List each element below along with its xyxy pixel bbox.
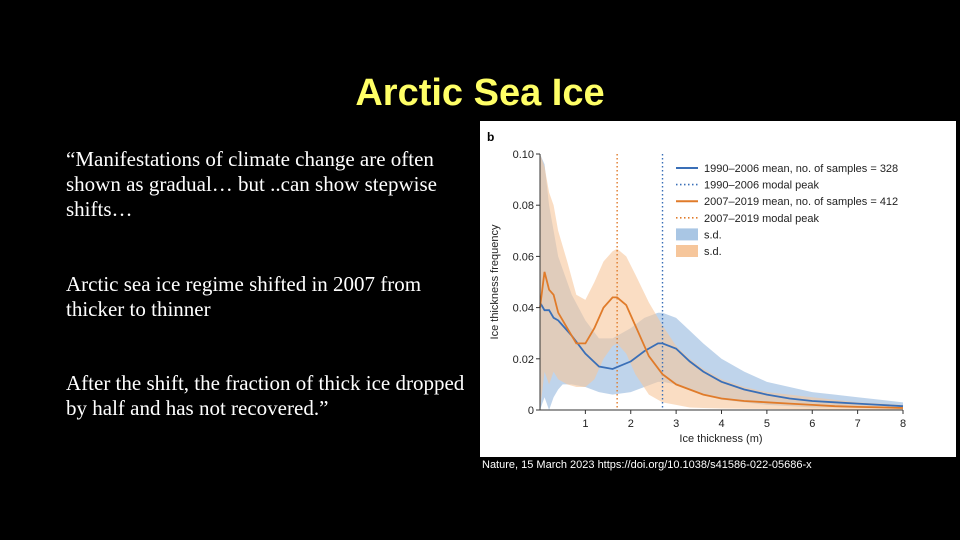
- ice-thickness-chart: b 0 0.02 0.04 0.06 0.08 0.10 1 2 3 4 5 6 7 8 Ice thi…: [487, 130, 906, 445]
- x-tick-label: 3: [673, 418, 679, 430]
- x-tick-label: 2: [628, 418, 634, 430]
- legend-label: 2007–2019 mean, no. of samples = 412: [704, 196, 898, 208]
- y-tick-label: 0.06: [513, 251, 534, 263]
- x-tick-label: 8: [900, 418, 906, 430]
- legend-label: 1990–2006 modal peak: [704, 180, 819, 192]
- legend-swatch: [676, 245, 698, 257]
- legend-label: 1990–2006 mean, no. of samples = 328: [704, 163, 898, 175]
- mean-line-1990-2006: [539, 302, 904, 408]
- legend-label: s.d.: [704, 229, 722, 241]
- chart-figure: b 0 0.02 0.04 0.06 0.08 0.10 1 2 3 4 5 6 7 8 Ice thi…: [480, 121, 956, 457]
- slide-title: Arctic Sea Ice: [355, 72, 605, 114]
- quote-paragraph-3: After the shift, the fraction of thick i…: [66, 371, 465, 420]
- x-tick-label: 4: [718, 418, 724, 430]
- sd-band-2007-2019: [540, 154, 903, 410]
- x-tick-label: 6: [809, 418, 815, 430]
- panel-label: b: [487, 130, 494, 144]
- legend-swatch: [676, 228, 698, 241]
- mean-line-2007-2019: [539, 271, 904, 409]
- x-tick-label: 5: [764, 418, 770, 430]
- y-tick-label: 0: [528, 405, 534, 417]
- y-tick-label: 0.04: [513, 303, 534, 315]
- quote-paragraph-2: Arctic sea ice regime shifted in 2007 fr…: [66, 272, 422, 321]
- y-tick-label: 0.08: [513, 200, 534, 212]
- legend-label: s.d.: [704, 246, 722, 258]
- y-axis-label: Ice thickness frequency: [489, 224, 501, 339]
- source-caption: Nature, 15 March 2023 https://doi.org/10…: [482, 459, 812, 471]
- y-tick-label: 0.02: [513, 354, 534, 366]
- x-tick-label: 1: [582, 418, 588, 430]
- x-tick-label: 7: [855, 418, 861, 430]
- quote-paragraph-1: “Manifestations of climate change are of…: [66, 147, 437, 221]
- legend-label: 2007–2019 modal peak: [704, 213, 819, 225]
- x-axis-label: Ice thickness (m): [679, 433, 762, 445]
- y-tick-label: 0.10: [513, 149, 534, 161]
